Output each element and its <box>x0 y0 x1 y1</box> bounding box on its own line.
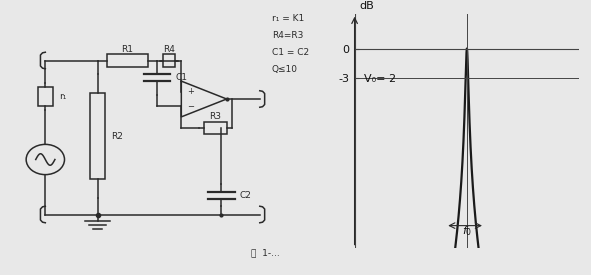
Text: Q≤10: Q≤10 <box>272 65 298 74</box>
Text: r₁ = K1: r₁ = K1 <box>272 14 304 23</box>
Text: R4: R4 <box>163 45 175 54</box>
Text: C1: C1 <box>176 73 187 82</box>
Bar <box>90 93 105 180</box>
Bar <box>163 54 175 67</box>
Text: 图  1-...: 图 1-... <box>251 249 280 258</box>
Text: r₁: r₁ <box>59 92 67 101</box>
Bar <box>204 122 227 134</box>
Text: dB: dB <box>359 1 374 12</box>
Text: C2: C2 <box>240 191 252 200</box>
Text: R2: R2 <box>112 132 124 141</box>
Text: −: − <box>187 102 194 111</box>
Text: R3: R3 <box>209 112 221 121</box>
Text: $f_0$: $f_0$ <box>462 224 472 238</box>
Text: +: + <box>187 87 194 96</box>
Text: R4=R3: R4=R3 <box>272 31 303 40</box>
Text: C1 = C2: C1 = C2 <box>272 48 309 57</box>
Text: R1: R1 <box>121 45 134 54</box>
Text: V₀= 2: V₀= 2 <box>363 74 396 84</box>
Bar <box>38 87 53 106</box>
Bar <box>106 54 148 67</box>
